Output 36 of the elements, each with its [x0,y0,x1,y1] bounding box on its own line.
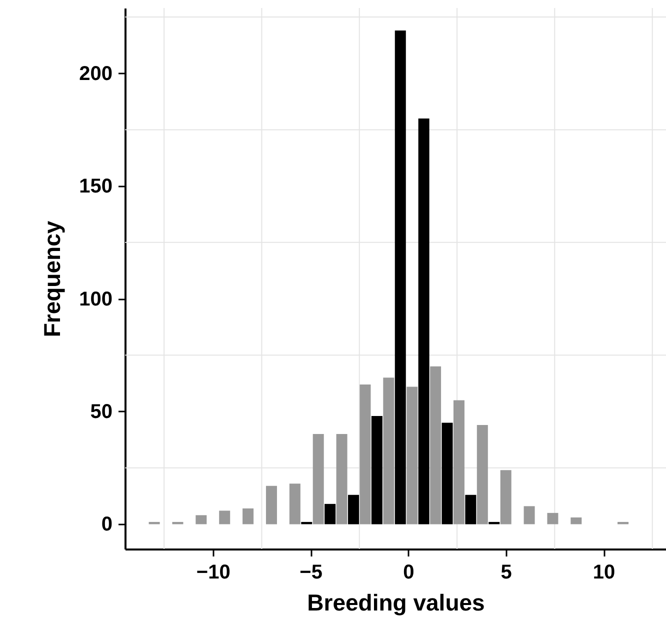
bar [394,30,406,524]
bar [348,494,360,524]
y-axis-title: Frequency [39,220,66,338]
bar [547,512,558,524]
y-tick-label: 200 [79,62,112,85]
x-axis-title: Breeding values [307,590,485,616]
bar [196,515,207,524]
bar [266,486,277,524]
bar [442,422,453,524]
bar [242,508,254,524]
y-tick-label: 50 [90,400,112,423]
bar [360,384,371,524]
bar [336,434,348,524]
y-tick-label: 0 [101,514,112,536]
bar [219,510,230,524]
bar [570,517,582,524]
x-tick-label: 0 [403,562,414,584]
bar [418,118,430,524]
bar [324,504,336,524]
bar [371,416,382,524]
bar [524,506,535,524]
bar [312,434,324,524]
x-tick-label: 10 [592,562,616,584]
bar [430,366,442,524]
bar [453,400,464,524]
y-tick-label: 100 [79,288,112,310]
bar [500,470,512,524]
bar [476,425,488,524]
x-tick-label: −10 [196,562,230,584]
bar [465,494,476,524]
y-tick-label: 150 [79,176,112,198]
x-tick-label: −5 [300,562,322,584]
bar [289,484,300,524]
bar [406,386,418,524]
x-tick-label: 5 [500,562,512,584]
bar [383,378,394,524]
